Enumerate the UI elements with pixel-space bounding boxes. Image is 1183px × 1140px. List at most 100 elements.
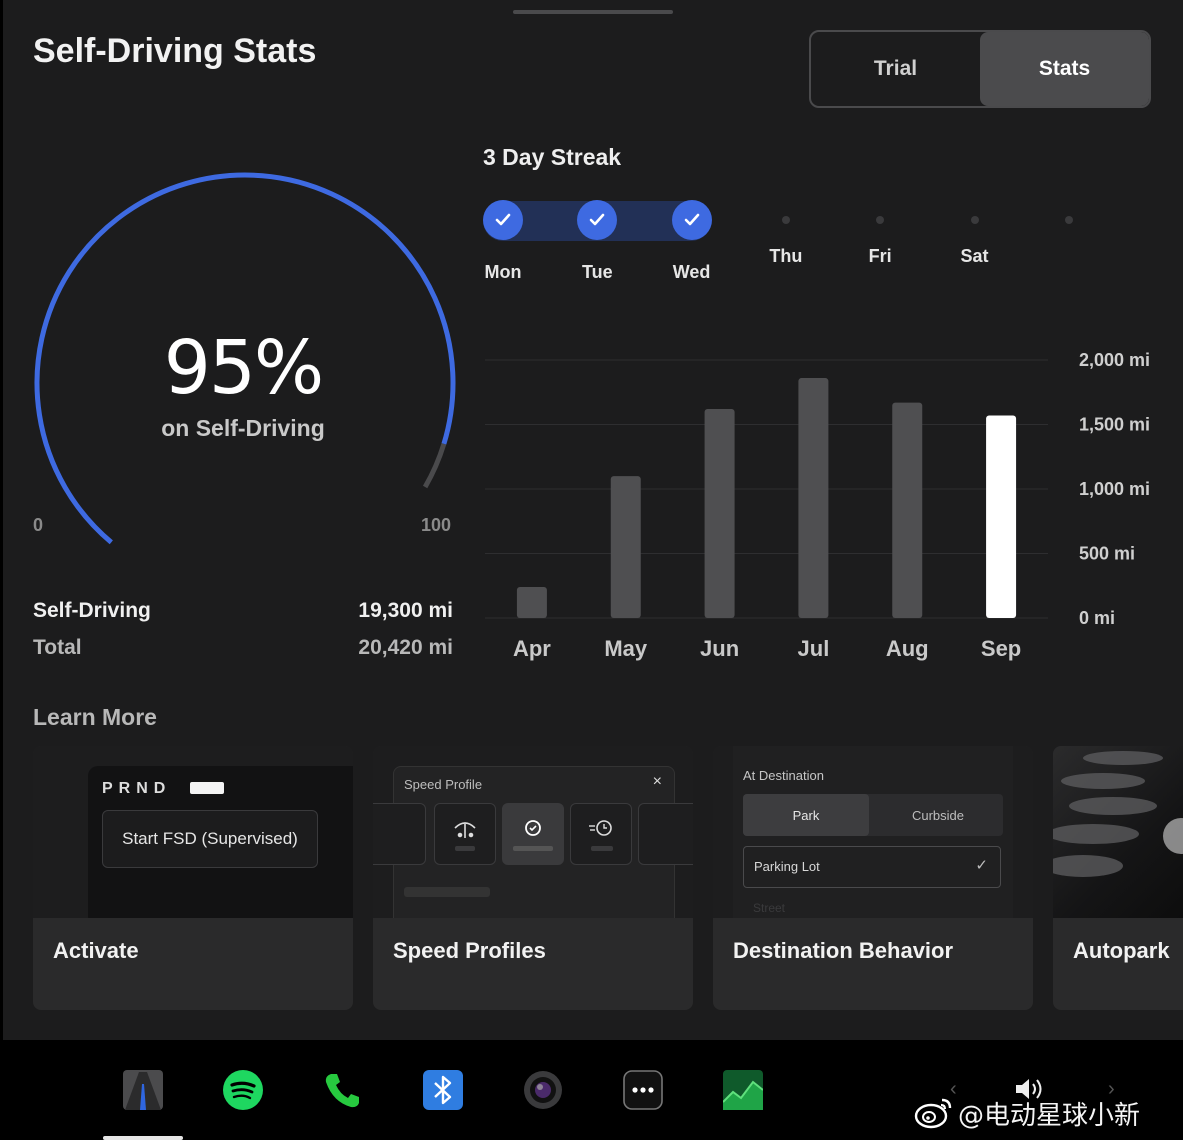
empty-day-dot — [781, 216, 790, 224]
bar[interactable] — [798, 378, 829, 618]
bar[interactable] — [516, 587, 547, 618]
camera-icon[interactable] — [523, 1070, 563, 1110]
streak-day — [1029, 200, 1109, 246]
speed-profile-title: Speed Profile — [404, 777, 483, 792]
card-caption: Autopark — [1073, 938, 1170, 963]
empty-day-dot — [970, 216, 979, 224]
x-tick-label: Sep — [981, 636, 1021, 661]
card-caption: Speed Profiles — [393, 938, 546, 963]
speed-profiles-thumbnail: Speed Profile × — [373, 746, 693, 918]
destination-toggle: Park Curbside — [743, 794, 1003, 836]
card-speed-profiles[interactable]: Speed Profile × Speed Profiles — [373, 746, 693, 1010]
tab-trial[interactable]: Trial — [873, 57, 918, 80]
y-tick-label: 1,000 mi — [1079, 479, 1150, 499]
bluetooth-icon[interactable] — [423, 1070, 463, 1110]
curbside-option: Curbside — [911, 807, 965, 823]
y-tick-label: 1,500 mi — [1079, 415, 1150, 435]
stats-screen: Self-Driving Stats Trial Stats 95% on Se… — [3, 0, 1183, 1040]
empty-day-dot — [1064, 216, 1073, 224]
activate-thumbnail: PRND Start FSD (Supervised) — [33, 746, 353, 918]
weibo-logo-icon — [914, 1098, 952, 1129]
phone-icon[interactable] — [323, 1070, 363, 1110]
streak-day: Tue — [557, 200, 637, 283]
hurry-icon — [589, 820, 613, 851]
autopark-thumbnail — [1053, 746, 1183, 918]
prnd-label: PRND — [102, 780, 172, 797]
parking-lot-field: Parking Lot ✓ — [743, 846, 1001, 888]
park-option: Park — [743, 794, 869, 836]
speed-tile — [373, 803, 426, 865]
street-option: Street — [753, 901, 786, 915]
bar[interactable] — [986, 415, 1017, 618]
card-destination-behavior[interactable]: At Destination Park Curbside Parking Lot… — [713, 746, 1033, 1010]
x-tick-label: Apr — [513, 636, 551, 661]
destination-panel: At Destination Park Curbside Parking Lot… — [733, 746, 1013, 918]
empty-day-dot — [876, 216, 885, 224]
card-caption: Activate — [53, 938, 139, 963]
x-tick-label: Jun — [700, 636, 739, 661]
self-driving-gauge — [34, 172, 456, 545]
view-toggle: Trial Stats — [809, 30, 1151, 108]
card-autopark[interactable]: Autopark — [1053, 746, 1183, 1010]
stocks-icon[interactable] — [722, 1070, 764, 1110]
check-icon: ✓ — [975, 857, 988, 874]
day-label: Fri — [868, 246, 892, 266]
card-caption: Destination Behavior — [733, 938, 954, 963]
chill-tile — [434, 803, 496, 865]
active-app-indicator — [103, 1136, 183, 1140]
more-icon[interactable] — [623, 1070, 663, 1110]
prnd-panel: PRND Start FSD (Supervised) — [88, 766, 353, 918]
self-driving-label: Self-Driving — [33, 599, 151, 622]
monthly-miles-chart: 0 mi 500 mi 1,000 mi 1,500 mi 2,000 mi Apr May… — [473, 330, 1183, 680]
speed-profile-placeholder — [404, 887, 490, 897]
watermark-text: @电动星球小新 — [958, 1101, 1141, 1131]
self-driving-row: Self-Driving 19,300 mi — [33, 599, 453, 623]
card-activate[interactable]: PRND Start FSD (Supervised) Activate — [33, 746, 353, 1010]
check-icon — [483, 200, 523, 240]
check-icon — [577, 200, 618, 240]
streak-day: Mon — [463, 200, 543, 283]
day-label: Sat — [960, 246, 989, 266]
streak-day: Fri — [840, 200, 920, 267]
day-label: Mon — [484, 262, 522, 282]
y-tick-label: 0 mi — [1079, 608, 1115, 628]
volume-icon[interactable] — [1012, 1074, 1052, 1104]
speed-profile-panel: Speed Profile × — [373, 766, 693, 918]
total-value: 20,420 mi — [358, 636, 453, 659]
streak-day: Sat — [935, 200, 1015, 267]
mad-max-tile — [638, 803, 693, 865]
streak-title: 3 Day Streak — [483, 144, 622, 170]
battery-icon — [190, 782, 224, 794]
gauge-percent: 95% — [163, 325, 324, 411]
page-title: Self-Driving Stats — [33, 32, 317, 70]
bar[interactable] — [610, 476, 641, 618]
parking-lot-label: Parking Lot — [754, 859, 820, 874]
chevron-left-icon[interactable]: ‹ — [950, 1078, 957, 1100]
navigation-icon[interactable] — [123, 1070, 163, 1110]
start-fsd-button: Start FSD (Supervised) — [102, 810, 318, 868]
standard-icon — [513, 820, 553, 851]
bar[interactable] — [892, 402, 923, 618]
bar-chart-svg: 0 mi 500 mi 1,000 mi 1,500 mi 2,000 mi Apr May… — [485, 350, 1150, 661]
bar[interactable] — [704, 409, 735, 618]
total-label: Total — [33, 636, 82, 659]
tab-stats[interactable]: Stats — [980, 32, 1149, 106]
chevron-right-icon[interactable]: › — [1108, 1078, 1115, 1100]
streak-day: Wed — [652, 200, 732, 283]
drag-handle[interactable] — [513, 10, 673, 14]
gauge-min-label: 0 — [33, 515, 44, 535]
x-tick-label: Aug — [886, 636, 929, 661]
day-label: Thu — [769, 246, 803, 266]
self-driving-value: 19,300 mi — [358, 599, 453, 622]
y-tick-label: 500 mi — [1079, 544, 1135, 564]
check-icon — [671, 200, 712, 240]
x-tick-label: Jul — [798, 636, 830, 661]
learn-more-title: Learn More — [33, 704, 157, 730]
spotify-icon[interactable] — [223, 1070, 263, 1110]
destination-thumbnail: At Destination Park Curbside Parking Lot… — [713, 746, 1033, 918]
gauge-max-label: 100 — [421, 515, 452, 535]
chill-icon — [454, 822, 476, 851]
gauge-subtitle: on Self-Driving — [161, 415, 325, 441]
day-label: Wed — [672, 262, 711, 282]
streak-day: Thu — [746, 200, 826, 267]
